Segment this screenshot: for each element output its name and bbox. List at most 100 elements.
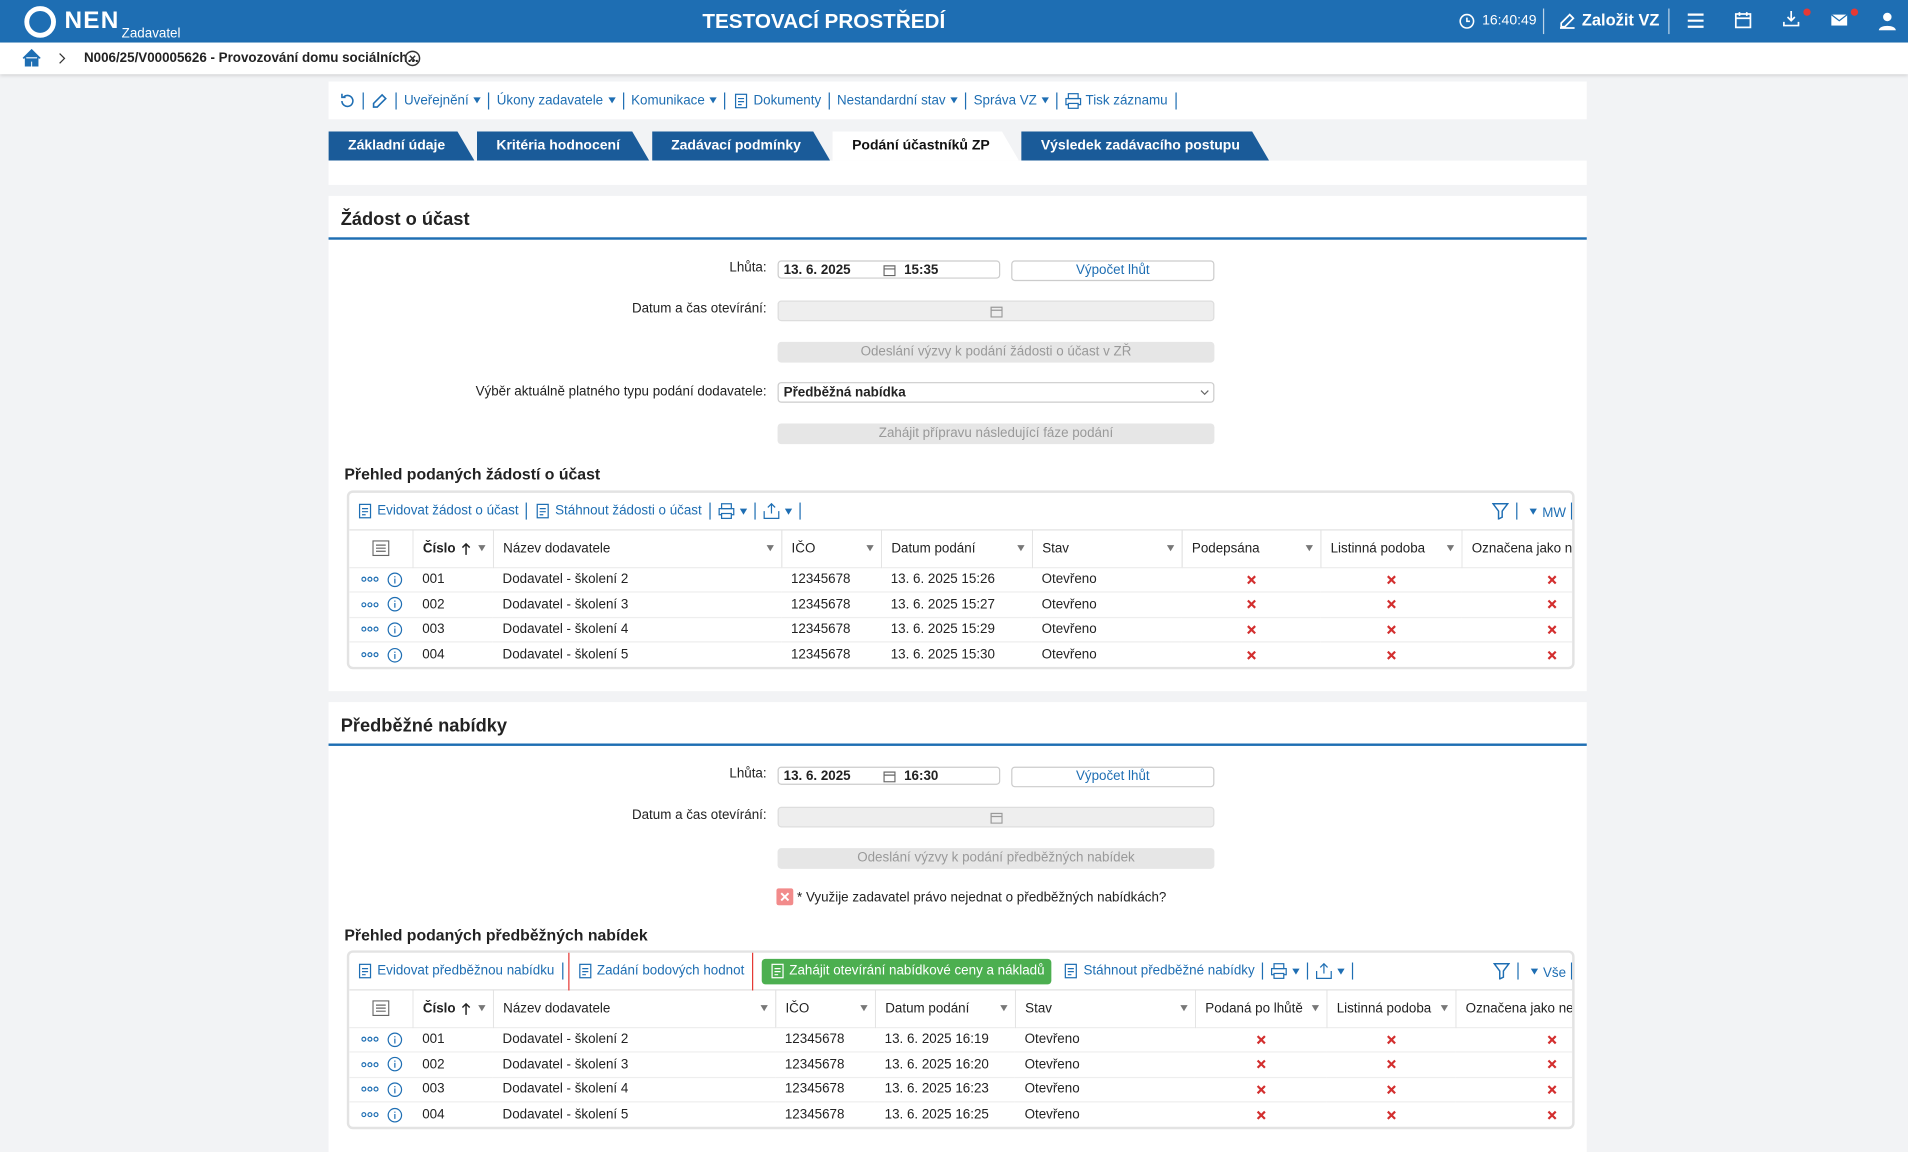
export-menu[interactable] <box>1315 953 1345 990</box>
toolbar-item[interactable]: Uveřejnění <box>404 82 481 119</box>
grid-action[interactable]: Evidovat předběžnou nabídku <box>357 953 554 990</box>
column-header[interactable]: Číslo <box>412 990 494 1028</box>
filter-value[interactable]: MW <box>1542 505 1567 521</box>
no-icon <box>1386 1110 1396 1120</box>
chevron <box>1200 390 1209 396</box>
calc-button[interactable]: Výpočet lhůt <box>1011 766 1215 788</box>
cell: 12345678 <box>775 1076 875 1102</box>
doc-icon <box>735 93 748 108</box>
calendar-icon <box>990 306 1003 318</box>
column-header[interactable]: Stav <box>1014 990 1196 1028</box>
grid-filter: Vše <box>1493 953 1573 990</box>
settings-icon <box>372 540 390 557</box>
column-label: Datum podání <box>885 1001 970 1016</box>
tab[interactable]: Zadávací podmínky <box>652 131 831 160</box>
breadcrumb[interactable]: N006/25/V00005626 - Provozování domu soc… <box>83 51 419 66</box>
grid-action[interactable]: Stáhnout předběžné nabídky <box>1063 953 1255 990</box>
tab[interactable]: Podání účastníků ZP <box>833 131 1019 160</box>
tab-body <box>328 160 1587 185</box>
column-header[interactable]: Datum podání <box>880 530 1033 568</box>
flag-cell <box>1326 1026 1456 1052</box>
deadline-input[interactable]: 13. 6. 2025 15:35 <box>777 260 1001 279</box>
filter-value[interactable]: Vše <box>1542 965 1567 981</box>
grid-action[interactable]: Stáhnout žádosti o účast <box>534 493 702 530</box>
flag-cell <box>1461 566 1573 592</box>
tab[interactable]: Výsledek zadávacího postupu <box>1021 131 1269 160</box>
subheading: Přehled podaných předběžných nabídek <box>344 926 648 945</box>
create-button[interactable]: Založit VZ <box>1581 10 1660 30</box>
column-header[interactable]: Listinná podoba <box>1320 530 1463 568</box>
next-button: Zahájit přípravu následující fáze podání <box>777 423 1215 445</box>
toolbar-item[interactable]: Tisk záznamu <box>1065 82 1168 119</box>
no-icon <box>1386 1085 1396 1094</box>
time: 16:30 <box>904 769 939 784</box>
tab[interactable]: Základní údaje <box>329 131 475 160</box>
grid-toolbar: Evidovat předběžnou nabídku Zadání bodový… <box>349 952 1573 992</box>
close-icon[interactable] <box>404 50 421 67</box>
row-actions <box>349 1026 413 1052</box>
action-label: Zadání bodových hodnot <box>596 963 745 979</box>
column-header[interactable]: Označena jako ne <box>1461 530 1573 568</box>
grid-row: 004 Dodavatel - školení 5 12345678 13. 6. 2… <box>349 1101 1573 1127</box>
grid-action[interactable]: Zadání bodových hodnot <box>567 952 753 992</box>
print-menu[interactable] <box>718 493 747 530</box>
column-header[interactable]: Podepsána <box>1181 530 1321 568</box>
separator <box>488 91 490 109</box>
info-icon <box>387 597 403 612</box>
user-icon[interactable] <box>1878 11 1897 31</box>
filter-icon <box>1493 963 1511 980</box>
action-label: Zahájit otevírání nabídkové ceny a nákla… <box>789 963 1045 979</box>
column-header[interactable]: IČO <box>775 990 876 1028</box>
separator <box>1056 91 1058 109</box>
column-header[interactable]: Číslo <box>412 530 494 568</box>
column-header[interactable]: IČO <box>781 530 882 568</box>
calc-button[interactable]: Výpočet lhůt <box>1011 260 1215 282</box>
toolbar-item[interactable]: Dokumenty <box>733 82 821 119</box>
toolbar-items: Uveřejnění Úkony zadavatele Komunikace Doku… <box>338 82 1183 120</box>
no-icon <box>1246 575 1256 585</box>
checkbox[interactable] <box>776 888 794 906</box>
type-select[interactable]: Předběžná nabídka <box>777 382 1215 403</box>
grid-row: 003 Dodavatel - školení 4 12345678 13. 6. 2… <box>349 1076 1573 1102</box>
column-header[interactable]: Název dodavatele <box>492 990 776 1028</box>
column-header[interactable]: Stav <box>1031 530 1183 568</box>
grid-row: 001 Dodavatel - školení 2 12345678 13. 6. 2… <box>349 566 1573 592</box>
print-menu[interactable] <box>1270 953 1300 990</box>
tab[interactable]: Kritéria hodnocení <box>477 131 649 160</box>
cell: 001 <box>412 1026 493 1052</box>
toolbar-item[interactable]: Komunikace <box>631 82 717 119</box>
divider <box>1668 8 1670 35</box>
cell: 12345678 <box>775 1026 875 1052</box>
top-bar: NEN Zadavatel TESTOVACÍ PROSTŘEDÍ 16:40:… <box>0 0 1908 43</box>
grid-body: 001 Dodavatel - školení 2 12345678 13. 6. 2… <box>349 566 1573 667</box>
grid-action[interactable]: Zahájit otevírání nabídkové ceny a nákla… <box>761 958 1052 984</box>
cell: 004 <box>412 641 493 667</box>
deadline-input[interactable]: 13. 6. 2025 16:30 <box>777 766 1001 785</box>
mail-icon[interactable] <box>1830 7 1859 29</box>
column-header[interactable]: Název dodavatele <box>492 530 782 568</box>
menu-icon[interactable] <box>1687 12 1705 29</box>
cell: Dodavatel - školení 3 <box>492 1051 776 1077</box>
toolbar-item[interactable]: Úkony zadavatele <box>497 82 616 119</box>
column-header[interactable]: Podaná po lhůtě <box>1194 990 1327 1028</box>
column-menu <box>859 1005 867 1012</box>
grid-action[interactable]: Evidovat žádost o účast <box>357 493 519 530</box>
column-menu <box>1311 1005 1319 1012</box>
label: Datum a čas otevírání: <box>631 301 767 317</box>
chevron <box>59 53 66 64</box>
toolbar-item[interactable]: Správa VZ <box>974 82 1050 119</box>
column-header[interactable]: Listinná podoba <box>1326 990 1456 1028</box>
calendar-icon[interactable] <box>1734 11 1752 29</box>
cell: 13. 6. 2025 15:29 <box>880 616 1032 642</box>
toolbar-item[interactable]: Nestandardní stav <box>837 82 958 119</box>
home-icon[interactable] <box>22 48 41 67</box>
settings-cell <box>349 530 414 568</box>
grid-row: 001 Dodavatel - školení 2 12345678 13. 6. 2… <box>349 1026 1573 1052</box>
column-header[interactable]: Označena jako nep <box>1455 990 1573 1028</box>
action-label: Stáhnout předběžné nabídky <box>1083 963 1255 979</box>
time: 15:35 <box>904 262 939 278</box>
cell: Dodavatel - školení 5 <box>492 641 782 667</box>
download-icon[interactable] <box>1783 7 1812 29</box>
column-header[interactable]: Datum podání <box>874 990 1016 1028</box>
export-menu[interactable] <box>763 493 792 530</box>
